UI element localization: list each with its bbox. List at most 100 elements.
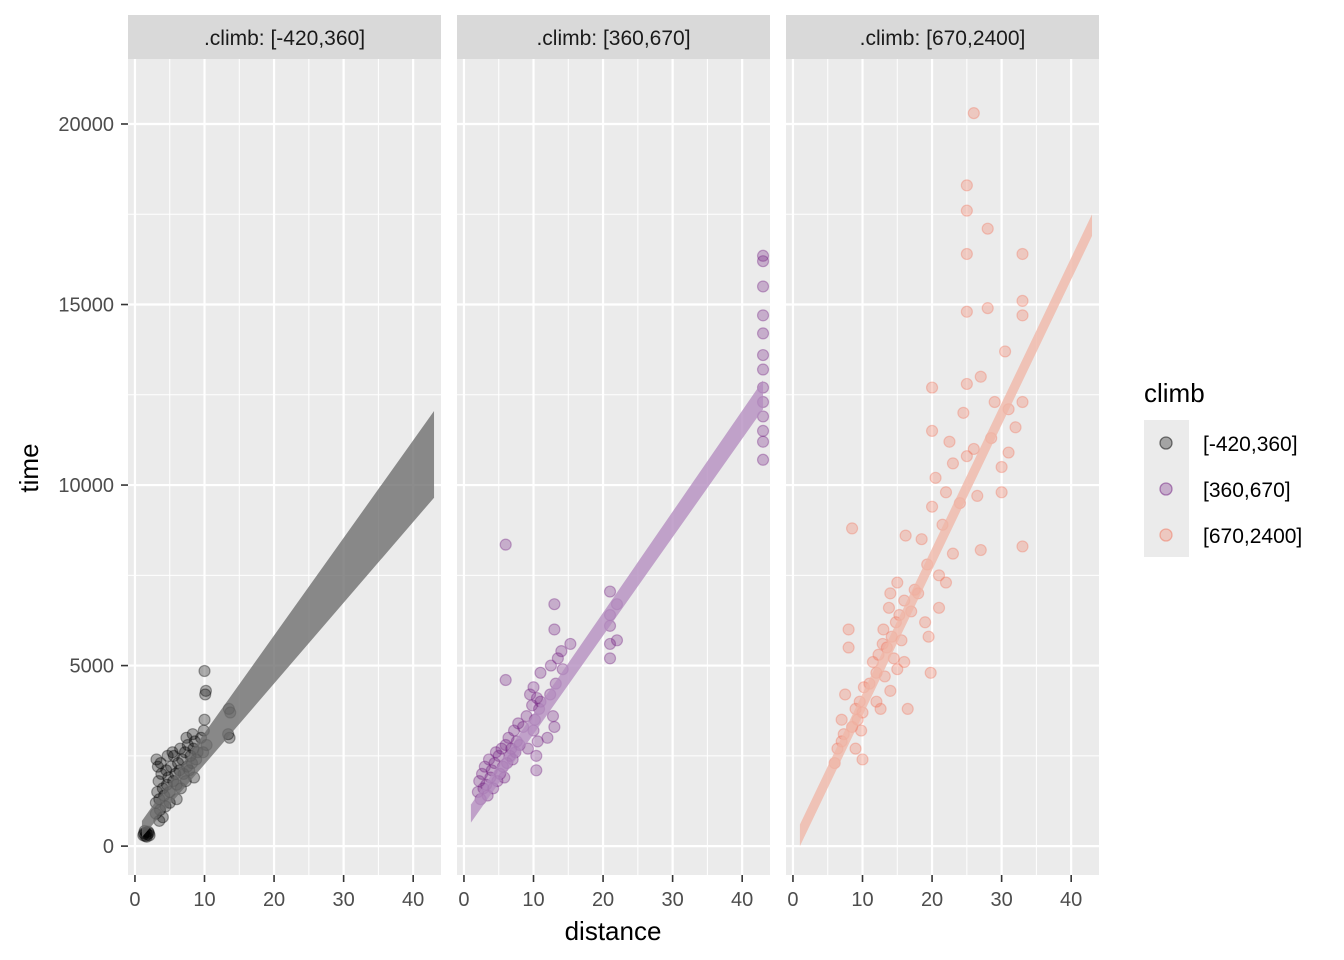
data-point [960,247,973,261]
data-point [842,641,855,654]
x-axis-title: distance [565,916,662,946]
data-point [161,749,174,762]
data-point [835,713,848,726]
x-tick-label: 40 [731,889,753,911]
data-point [548,623,561,636]
data-point [756,348,770,362]
data-point [756,309,770,322]
data-point [849,742,862,755]
data-point [995,460,1008,474]
facet-strip-label: .climb: [360,670] [536,27,690,50]
legend: climb [-420,360] [360,670] [670,2400] [1144,378,1302,557]
data-point [499,538,512,551]
y-tick-label: 5000 [70,656,115,678]
data-point [499,738,512,752]
legend-label: [360,670] [1203,479,1291,502]
regression-band [470,380,764,823]
x-tick-label: 10 [851,889,873,911]
data-point [199,688,212,701]
data-point [957,406,970,419]
x-tick-label: 40 [402,889,424,911]
y-axis-title: time [14,443,44,492]
data-point [756,424,770,437]
data-point [839,688,852,701]
data-point [603,637,617,651]
facet-panel: .climb: [670,2400] 0 10 20 30 40 [786,15,1099,911]
data-point [891,576,904,589]
data-point [603,652,617,665]
facet-strip [786,15,1099,59]
legend-key-background [1144,420,1189,557]
data-point [939,486,953,499]
data-point [974,370,987,383]
panels: .climb: [-420,360]0 10 20 30 40.climb: [360,… [128,15,1099,911]
data-point [756,453,770,466]
data-point [1016,247,1029,261]
data-point [925,424,939,437]
data-point [960,305,973,318]
data-point [1016,309,1029,322]
data-point [507,724,521,737]
x-tick-label: 40 [1060,889,1082,911]
data-point [915,533,928,546]
facet-panel: .climb: [360,670] 0 10 20 30 40 [457,15,770,911]
data-point [530,764,543,777]
x-tick-label: 30 [661,889,683,911]
data-point [489,746,503,759]
data-point [151,760,165,773]
data-point [974,543,987,557]
data-point [929,471,942,484]
data-point [495,742,508,755]
data-point [564,637,577,651]
data-point [603,585,617,598]
data-point [154,756,167,770]
data-point [1016,294,1029,308]
data-point [882,601,896,614]
data-point [530,691,544,705]
legend-label: [670,2400] [1203,525,1302,548]
data-point [551,652,564,665]
data-point [548,720,561,734]
data-point [160,764,173,777]
x-tick-label: 20 [921,889,943,911]
legend-key [1159,528,1173,542]
data-point [943,435,956,448]
data-point [967,107,980,120]
data-point [531,735,544,748]
data-point [960,450,973,463]
data-point [499,673,512,687]
data-point [181,738,194,752]
data-point [143,829,156,842]
data-point [756,363,770,376]
data-point [891,663,904,676]
data-point [919,616,932,629]
y-tick-label: 10000 [58,475,114,497]
data-point [960,204,973,217]
facet-strip [457,15,770,59]
regression-band [141,411,435,838]
x-tick-label: 20 [263,889,285,911]
data-point [998,345,1012,358]
legend-key [1159,482,1173,496]
y-tick-label: 15000 [58,295,114,317]
data-point [842,623,855,636]
data-point [544,659,558,672]
data-point [186,728,199,741]
data-point [174,742,187,755]
data-point [884,684,897,697]
facet-strip-label: .climb: [670,2400] [860,27,1026,50]
data-point [527,681,540,694]
panel-background [786,59,1099,875]
data-point [150,753,163,766]
data-point [523,688,537,701]
x-tick-label: 30 [990,889,1012,911]
x-tick-label: 0 [458,889,469,911]
data-point [932,601,946,614]
data-point [1016,540,1029,553]
legend-label: [-420,360] [1203,433,1298,456]
data-point [1002,446,1015,459]
data-point [870,695,883,708]
data-point [946,547,960,560]
data-point [971,489,984,502]
data-point [946,457,960,470]
